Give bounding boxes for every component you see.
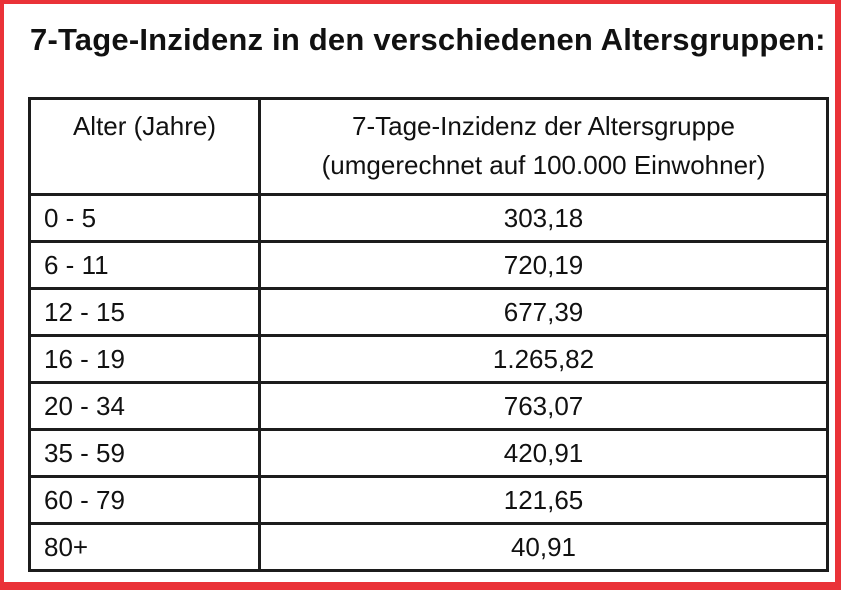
age-cell: 60 - 79 — [28, 475, 261, 525]
incidence-cell: 40,91 — [258, 522, 829, 572]
col-header-age: Alter (Jahre) — [28, 97, 261, 196]
page-title: 7-Tage-Inzidenz in den verschiedenen Alt… — [30, 22, 826, 57]
table-row: 60 - 79 121,65 — [28, 475, 829, 525]
table-body: 0 - 5 303,18 6 - 11 720,19 12 - 15 677,39 16 -… — [28, 193, 829, 572]
age-cell: 16 - 19 — [28, 334, 261, 384]
age-cell: 6 - 11 — [28, 240, 261, 290]
incidence-table: Alter (Jahre) 7-Tage-Inzidenz der Alters… — [28, 97, 829, 572]
age-cell: 80+ — [28, 522, 261, 572]
incidence-cell: 720,19 — [258, 240, 829, 290]
age-cell: 35 - 59 — [28, 428, 261, 478]
col-header-incidence-line2: (umgerechnet auf 100.000 Einwohner) — [321, 150, 766, 180]
table-row: 6 - 11 720,19 — [28, 240, 829, 290]
table-row: 20 - 34 763,07 — [28, 381, 829, 431]
table-row: 12 - 15 677,39 — [28, 287, 829, 337]
table-row: 80+ 40,91 — [28, 522, 829, 572]
incidence-cell: 1.265,82 — [258, 334, 829, 384]
incidence-cell: 420,91 — [258, 428, 829, 478]
incidence-cell: 303,18 — [258, 193, 829, 243]
table-header-row: Alter (Jahre) 7-Tage-Inzidenz der Alters… — [28, 97, 829, 196]
table-row: 0 - 5 303,18 — [28, 193, 829, 243]
age-cell: 12 - 15 — [28, 287, 261, 337]
col-header-incidence-line1: 7-Tage-Inzidenz der Altersgruppe — [351, 111, 735, 141]
age-cell: 20 - 34 — [28, 381, 261, 431]
age-cell: 0 - 5 — [28, 193, 261, 243]
col-header-incidence: 7-Tage-Inzidenz der Altersgruppe (umgere… — [258, 97, 829, 196]
table-row: 16 - 19 1.265,82 — [28, 334, 829, 384]
incidence-cell: 677,39 — [258, 287, 829, 337]
incidence-cell: 763,07 — [258, 381, 829, 431]
incidence-cell: 121,65 — [258, 475, 829, 525]
table-row: 35 - 59 420,91 — [28, 428, 829, 478]
